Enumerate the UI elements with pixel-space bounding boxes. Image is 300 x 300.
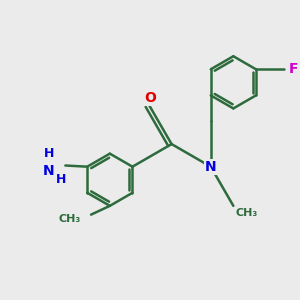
Text: CH₃: CH₃ [236,208,258,218]
Text: F: F [289,62,298,76]
Text: N: N [205,160,217,174]
Text: CH₃: CH₃ [58,214,80,224]
Text: N: N [43,164,55,178]
Text: O: O [144,91,156,105]
Text: H: H [44,147,54,160]
Text: H: H [56,173,66,186]
